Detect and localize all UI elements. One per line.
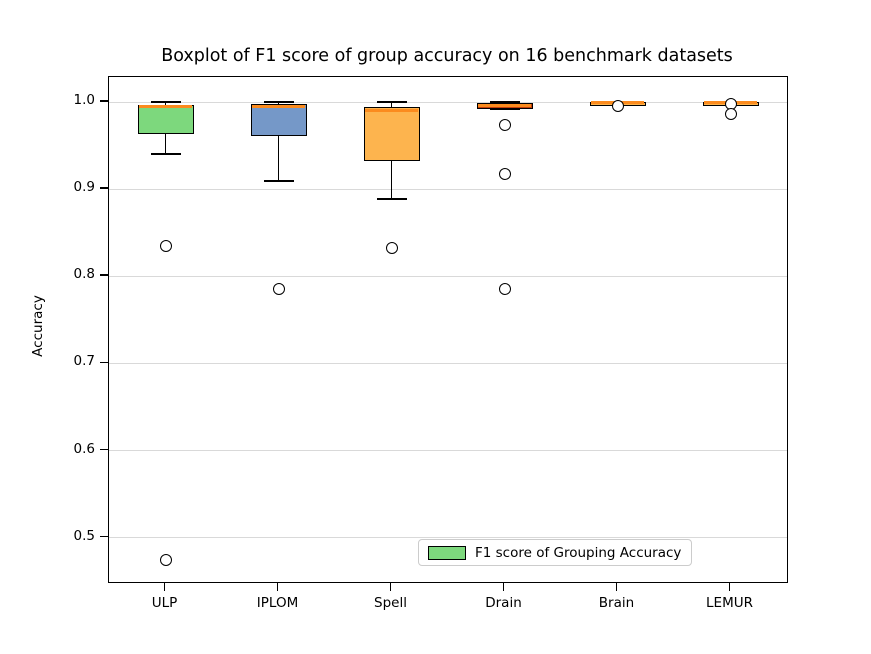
boxplot-whisker-cap	[376, 101, 407, 104]
legend-label: F1 score of Grouping Accuracy	[475, 544, 682, 561]
outlier-point	[159, 554, 172, 567]
outlier-point	[498, 118, 511, 131]
boxplot-box-iplom	[250, 103, 307, 137]
y-tick-label: 0.5	[73, 527, 95, 544]
boxplot-median	[139, 105, 192, 109]
y-tick	[100, 100, 108, 103]
boxplot-whisker	[390, 102, 393, 107]
outlier-point	[498, 167, 511, 180]
y-tick-label: 0.6	[73, 440, 95, 457]
boxplot-whisker-cap	[150, 101, 181, 104]
x-tick-label: Brain	[598, 595, 635, 611]
x-tick	[728, 583, 731, 591]
boxplot-whisker	[164, 102, 167, 105]
x-tick	[615, 583, 618, 591]
outlier-point	[724, 108, 737, 121]
legend: F1 score of Grouping Accuracy	[418, 539, 693, 566]
chart-title: Boxplot of F1 score of group accuracy on…	[161, 46, 733, 66]
y-tick	[100, 187, 108, 190]
y-tick	[100, 361, 108, 364]
y-gridline	[109, 450, 787, 452]
x-tick-label: LEMUR	[706, 595, 753, 611]
x-tick-label: Drain	[485, 595, 522, 611]
boxplot-whisker	[390, 160, 393, 199]
boxplot-whisker-cap	[263, 179, 294, 182]
outlier-point	[611, 99, 624, 112]
y-tick	[100, 448, 108, 451]
outlier-point	[498, 283, 511, 296]
y-tick-label: 0.8	[73, 266, 95, 283]
x-tick-label: IPLOM	[256, 595, 299, 611]
boxplot-median	[478, 104, 531, 108]
x-tick	[163, 583, 166, 591]
outlier-point	[272, 282, 285, 295]
boxplot-box-spell	[363, 106, 420, 161]
boxplot-whisker-cap	[263, 101, 294, 104]
boxplot-whisker-cap	[376, 197, 407, 200]
y-gridline	[109, 188, 787, 190]
x-tick	[276, 583, 279, 591]
plot-area: F1 score of Grouping Accuracy	[108, 76, 788, 583]
y-tick	[100, 274, 108, 277]
outlier-point	[385, 241, 398, 254]
y-tick-label: 0.7	[73, 353, 95, 370]
legend-swatch	[428, 545, 466, 560]
boxplot-whisker	[277, 136, 280, 181]
x-tick-label: ULP	[151, 595, 178, 611]
x-tick	[389, 583, 392, 591]
x-tick-label: Spell	[374, 595, 407, 611]
y-tick	[100, 535, 108, 538]
y-gridline	[109, 362, 787, 364]
x-tick	[502, 583, 505, 591]
boxplot-box-ulp	[137, 104, 194, 134]
boxplot-median	[252, 105, 305, 109]
outlier-point	[159, 239, 172, 252]
y-tick-label: 0.9	[73, 179, 95, 196]
boxplot-whisker-cap	[489, 101, 520, 104]
boxplot-whisker-cap	[150, 152, 181, 155]
boxplot-whisker-cap	[489, 108, 520, 111]
boxplot-whisker	[164, 133, 167, 154]
y-gridline	[109, 101, 787, 103]
y-gridline	[109, 275, 787, 277]
y-tick-label: 1.0	[73, 92, 95, 109]
y-axis-label: Accuracy	[30, 295, 46, 357]
y-gridline	[109, 537, 787, 539]
boxplot-median	[365, 108, 418, 112]
